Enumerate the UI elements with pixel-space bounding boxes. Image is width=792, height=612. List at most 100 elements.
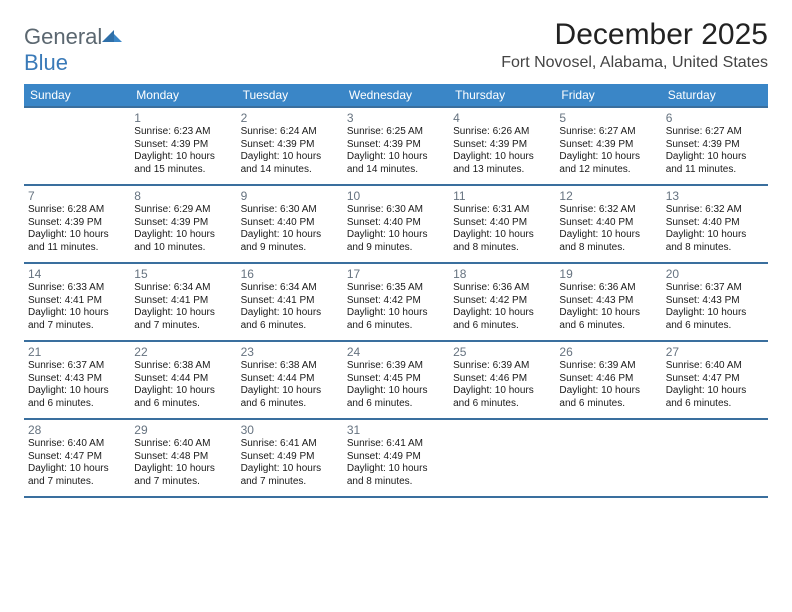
calendar-day-cell: 23Sunrise: 6:38 AMSunset: 4:44 PMDayligh… bbox=[237, 341, 343, 419]
weekday-header: Thursday bbox=[449, 84, 555, 107]
calendar-day-cell: 31Sunrise: 6:41 AMSunset: 4:49 PMDayligh… bbox=[343, 419, 449, 497]
day-info: Sunrise: 6:25 AMSunset: 4:39 PMDaylight:… bbox=[347, 126, 445, 176]
day-info: Sunrise: 6:30 AMSunset: 4:40 PMDaylight:… bbox=[241, 204, 339, 254]
day-info: Sunrise: 6:33 AMSunset: 4:41 PMDaylight:… bbox=[28, 282, 126, 332]
logo-word1: General bbox=[24, 24, 102, 49]
day-number: 11 bbox=[453, 189, 551, 203]
day-info: Sunrise: 6:24 AMSunset: 4:39 PMDaylight:… bbox=[241, 126, 339, 176]
calendar-day-cell bbox=[555, 419, 661, 497]
calendar-day-cell: 15Sunrise: 6:34 AMSunset: 4:41 PMDayligh… bbox=[130, 263, 236, 341]
day-number: 7 bbox=[28, 189, 126, 203]
weekday-header: Sunday bbox=[24, 84, 130, 107]
day-number: 23 bbox=[241, 345, 339, 359]
weekday-header: Monday bbox=[130, 84, 236, 107]
day-info: Sunrise: 6:27 AMSunset: 4:39 PMDaylight:… bbox=[666, 126, 764, 176]
day-number: 5 bbox=[559, 111, 657, 125]
calendar-header-row: SundayMondayTuesdayWednesdayThursdayFrid… bbox=[24, 84, 768, 107]
weekday-header: Saturday bbox=[662, 84, 768, 107]
day-number: 8 bbox=[134, 189, 232, 203]
calendar-day-cell: 2Sunrise: 6:24 AMSunset: 4:39 PMDaylight… bbox=[237, 107, 343, 185]
day-info: Sunrise: 6:39 AMSunset: 4:46 PMDaylight:… bbox=[453, 360, 551, 410]
day-number: 15 bbox=[134, 267, 232, 281]
calendar-week-row: 28Sunrise: 6:40 AMSunset: 4:47 PMDayligh… bbox=[24, 419, 768, 497]
day-info: Sunrise: 6:27 AMSunset: 4:39 PMDaylight:… bbox=[559, 126, 657, 176]
calendar-day-cell: 28Sunrise: 6:40 AMSunset: 4:47 PMDayligh… bbox=[24, 419, 130, 497]
calendar-week-row: 7Sunrise: 6:28 AMSunset: 4:39 PMDaylight… bbox=[24, 185, 768, 263]
day-info: Sunrise: 6:39 AMSunset: 4:46 PMDaylight:… bbox=[559, 360, 657, 410]
calendar-day-cell: 3Sunrise: 6:25 AMSunset: 4:39 PMDaylight… bbox=[343, 107, 449, 185]
day-number: 24 bbox=[347, 345, 445, 359]
day-info: Sunrise: 6:37 AMSunset: 4:43 PMDaylight:… bbox=[666, 282, 764, 332]
weekday-header: Friday bbox=[555, 84, 661, 107]
calendar-day-cell: 24Sunrise: 6:39 AMSunset: 4:45 PMDayligh… bbox=[343, 341, 449, 419]
calendar-day-cell: 16Sunrise: 6:34 AMSunset: 4:41 PMDayligh… bbox=[237, 263, 343, 341]
day-info: Sunrise: 6:41 AMSunset: 4:49 PMDaylight:… bbox=[241, 438, 339, 488]
day-info: Sunrise: 6:37 AMSunset: 4:43 PMDaylight:… bbox=[28, 360, 126, 410]
day-info: Sunrise: 6:38 AMSunset: 4:44 PMDaylight:… bbox=[241, 360, 339, 410]
day-number: 29 bbox=[134, 423, 232, 437]
calendar-day-cell: 25Sunrise: 6:39 AMSunset: 4:46 PMDayligh… bbox=[449, 341, 555, 419]
calendar-day-cell: 29Sunrise: 6:40 AMSunset: 4:48 PMDayligh… bbox=[130, 419, 236, 497]
calendar-day-cell: 4Sunrise: 6:26 AMSunset: 4:39 PMDaylight… bbox=[449, 107, 555, 185]
day-number: 28 bbox=[28, 423, 126, 437]
calendar-week-row: 1Sunrise: 6:23 AMSunset: 4:39 PMDaylight… bbox=[24, 107, 768, 185]
day-number: 30 bbox=[241, 423, 339, 437]
day-number: 17 bbox=[347, 267, 445, 281]
day-number: 18 bbox=[453, 267, 551, 281]
calendar-day-cell: 26Sunrise: 6:39 AMSunset: 4:46 PMDayligh… bbox=[555, 341, 661, 419]
day-number: 22 bbox=[134, 345, 232, 359]
header: General Blue December 2025 Fort Novosel,… bbox=[24, 18, 768, 76]
calendar-day-cell: 14Sunrise: 6:33 AMSunset: 4:41 PMDayligh… bbox=[24, 263, 130, 341]
day-number: 26 bbox=[559, 345, 657, 359]
title-block: December 2025 Fort Novosel, Alabama, Uni… bbox=[501, 18, 768, 72]
day-info: Sunrise: 6:35 AMSunset: 4:42 PMDaylight:… bbox=[347, 282, 445, 332]
calendar-day-cell: 17Sunrise: 6:35 AMSunset: 4:42 PMDayligh… bbox=[343, 263, 449, 341]
calendar-day-cell: 10Sunrise: 6:30 AMSunset: 4:40 PMDayligh… bbox=[343, 185, 449, 263]
day-info: Sunrise: 6:38 AMSunset: 4:44 PMDaylight:… bbox=[134, 360, 232, 410]
calendar-day-cell: 20Sunrise: 6:37 AMSunset: 4:43 PMDayligh… bbox=[662, 263, 768, 341]
location-text: Fort Novosel, Alabama, United States bbox=[501, 54, 768, 72]
day-number: 14 bbox=[28, 267, 126, 281]
day-info: Sunrise: 6:40 AMSunset: 4:47 PMDaylight:… bbox=[666, 360, 764, 410]
logo: General Blue bbox=[24, 18, 124, 76]
page-title: December 2025 bbox=[501, 18, 768, 52]
day-number: 10 bbox=[347, 189, 445, 203]
logo-word2: Blue bbox=[24, 50, 68, 75]
day-number: 13 bbox=[666, 189, 764, 203]
day-number: 25 bbox=[453, 345, 551, 359]
calendar-day-cell: 5Sunrise: 6:27 AMSunset: 4:39 PMDaylight… bbox=[555, 107, 661, 185]
calendar-day-cell: 6Sunrise: 6:27 AMSunset: 4:39 PMDaylight… bbox=[662, 107, 768, 185]
calendar-day-cell bbox=[449, 419, 555, 497]
calendar-day-cell: 22Sunrise: 6:38 AMSunset: 4:44 PMDayligh… bbox=[130, 341, 236, 419]
day-info: Sunrise: 6:34 AMSunset: 4:41 PMDaylight:… bbox=[241, 282, 339, 332]
logo-text: General Blue bbox=[24, 24, 124, 76]
day-number: 6 bbox=[666, 111, 764, 125]
calendar-week-row: 14Sunrise: 6:33 AMSunset: 4:41 PMDayligh… bbox=[24, 263, 768, 341]
day-number: 1 bbox=[134, 111, 232, 125]
calendar-day-cell: 1Sunrise: 6:23 AMSunset: 4:39 PMDaylight… bbox=[130, 107, 236, 185]
day-info: Sunrise: 6:32 AMSunset: 4:40 PMDaylight:… bbox=[559, 204, 657, 254]
day-info: Sunrise: 6:36 AMSunset: 4:43 PMDaylight:… bbox=[559, 282, 657, 332]
day-info: Sunrise: 6:23 AMSunset: 4:39 PMDaylight:… bbox=[134, 126, 232, 176]
day-number: 9 bbox=[241, 189, 339, 203]
calendar-day-cell: 30Sunrise: 6:41 AMSunset: 4:49 PMDayligh… bbox=[237, 419, 343, 497]
calendar-table: SundayMondayTuesdayWednesdayThursdayFrid… bbox=[24, 84, 768, 498]
day-number: 4 bbox=[453, 111, 551, 125]
day-info: Sunrise: 6:28 AMSunset: 4:39 PMDaylight:… bbox=[28, 204, 126, 254]
calendar-day-cell: 19Sunrise: 6:36 AMSunset: 4:43 PMDayligh… bbox=[555, 263, 661, 341]
day-number: 12 bbox=[559, 189, 657, 203]
calendar-day-cell: 12Sunrise: 6:32 AMSunset: 4:40 PMDayligh… bbox=[555, 185, 661, 263]
day-info: Sunrise: 6:32 AMSunset: 4:40 PMDaylight:… bbox=[666, 204, 764, 254]
calendar-day-cell: 18Sunrise: 6:36 AMSunset: 4:42 PMDayligh… bbox=[449, 263, 555, 341]
day-info: Sunrise: 6:40 AMSunset: 4:47 PMDaylight:… bbox=[28, 438, 126, 488]
day-number: 19 bbox=[559, 267, 657, 281]
day-number: 16 bbox=[241, 267, 339, 281]
calendar-day-cell: 21Sunrise: 6:37 AMSunset: 4:43 PMDayligh… bbox=[24, 341, 130, 419]
calendar-day-cell: 7Sunrise: 6:28 AMSunset: 4:39 PMDaylight… bbox=[24, 185, 130, 263]
day-number: 27 bbox=[666, 345, 764, 359]
day-info: Sunrise: 6:39 AMSunset: 4:45 PMDaylight:… bbox=[347, 360, 445, 410]
day-number: 2 bbox=[241, 111, 339, 125]
weekday-header: Wednesday bbox=[343, 84, 449, 107]
calendar-day-cell: 8Sunrise: 6:29 AMSunset: 4:39 PMDaylight… bbox=[130, 185, 236, 263]
calendar-day-cell bbox=[24, 107, 130, 185]
